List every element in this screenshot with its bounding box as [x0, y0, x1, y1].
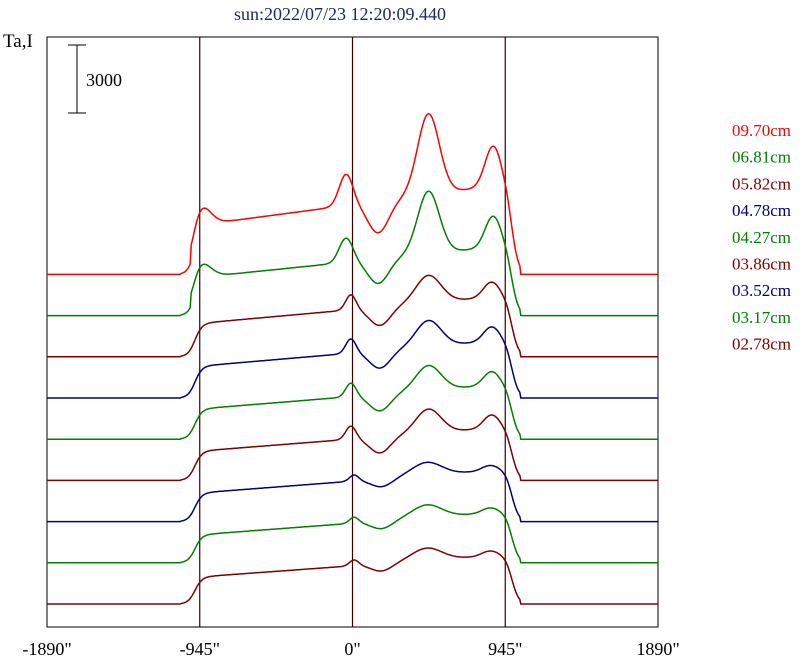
scale-bar-label: 3000 [86, 70, 122, 90]
series-line [47, 112, 658, 276]
legend: 09.70cm 06.81cm 05.82cm 04.78cm 04.27cm 03.86… [732, 121, 791, 354]
series-line [47, 408, 658, 482]
series-line [47, 364, 658, 440]
legend-entry: 09.70cm [732, 121, 791, 140]
legend-entry: 03.52cm [732, 281, 791, 300]
legend-entry: 04.78cm [732, 201, 791, 220]
reference-lines [199, 37, 506, 627]
x-tick-label: -945" [180, 639, 220, 659]
legend-entry: 04.27cm [732, 228, 791, 247]
x-tick-labels: -1890" -945" 0" 945" 1890" [22, 639, 679, 659]
series-line [47, 319, 658, 399]
x-tick-label: -1890" [22, 639, 71, 659]
legend-entry: 06.81cm [732, 148, 791, 167]
series-line [47, 190, 658, 317]
series-line [47, 504, 658, 564]
legend-entry: 02.78cm [732, 335, 791, 354]
series-line [47, 274, 658, 358]
chart-title: sun:2022/07/23 12:20:09.440 [234, 4, 446, 24]
scale-bar: 3000 [68, 44, 122, 114]
y-axis-label: Ta,I [3, 31, 33, 52]
legend-entry: 03.86cm [732, 255, 791, 274]
legend-entry: 03.17cm [732, 308, 791, 327]
series-lines [47, 112, 658, 605]
x-tick-label: 0" [344, 639, 360, 659]
x-tick-label: 945" [488, 639, 522, 659]
series-line [47, 547, 658, 605]
series-line [47, 461, 658, 523]
x-tick-label: 1890" [636, 639, 679, 659]
legend-entry: 05.82cm [732, 174, 791, 193]
